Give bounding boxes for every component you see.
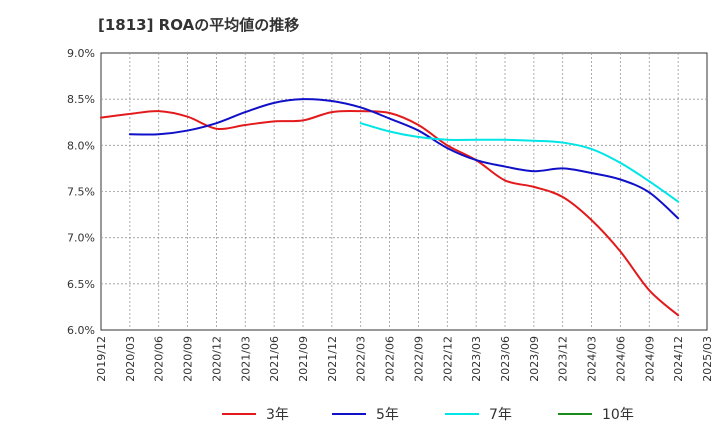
legend-swatch: [445, 413, 479, 415]
x-tick-label: 2021/09: [297, 336, 310, 382]
legend: 3年 5年 7年 10年: [0, 402, 720, 426]
x-tick-label: 2024/03: [586, 336, 599, 382]
x-tick-label: 2023/09: [528, 336, 541, 382]
legend-label: 3年: [266, 407, 289, 423]
series-line-3: [359, 122, 680, 203]
x-tick-label: 2024/12: [672, 336, 685, 382]
x-tick-label: 2021/12: [326, 336, 339, 382]
plot-area: [100, 52, 708, 331]
x-tick-label: 2023/06: [499, 336, 512, 382]
y-tick-label: 9.0%: [67, 47, 95, 60]
legend-swatch: [558, 413, 592, 415]
gridlines: [101, 53, 707, 330]
x-tick-label: 2024/06: [614, 336, 627, 382]
legend-label: 10年: [602, 407, 634, 423]
x-tick-label: 2025/03: [701, 336, 714, 382]
x-tick-label: 2020/03: [124, 336, 137, 382]
legend-label: 5年: [376, 407, 399, 423]
x-tick-label: 2022/06: [384, 336, 397, 382]
y-tick-label: 7.0%: [67, 232, 95, 245]
x-tick-label: 2022/12: [441, 336, 454, 382]
y-tick-label: 8.5%: [67, 93, 95, 106]
x-tick-label: 2020/09: [182, 336, 195, 382]
x-tick-label: 2023/03: [470, 336, 483, 382]
x-tick-label: 2020/06: [153, 336, 166, 382]
legend-item: 7年: [445, 402, 512, 426]
y-tick-label: 6.0%: [67, 324, 95, 337]
x-tick-label: 2019/12: [95, 336, 108, 382]
legend-swatch: [222, 413, 256, 415]
series-line-1: [100, 109, 680, 317]
y-tick-label: 6.5%: [67, 278, 95, 291]
y-tick-label: 8.0%: [67, 139, 95, 152]
legend-label: 7年: [489, 407, 512, 423]
legend-item: 10年: [558, 402, 634, 426]
x-tick-label: 2023/12: [557, 336, 570, 382]
x-tick-label: 2022/03: [355, 336, 368, 382]
series-line-2: [128, 98, 680, 220]
x-axis-tick-labels: 2019/12 2020/03 2020/06 2020/09 2020/12 2021/…: [95, 336, 714, 382]
x-tick-label: 2021/06: [268, 336, 281, 382]
x-tick-label: 2022/09: [412, 336, 425, 382]
y-axis-tick-labels: 6.0% 6.5% 7.0% 7.5% 8.0% 8.5% 9.0%: [67, 47, 95, 337]
series-lines: [100, 98, 680, 317]
x-tick-label: 2021/03: [239, 336, 252, 382]
x-tick-label: 2024/09: [643, 336, 656, 382]
x-tick-label: 2020/12: [210, 336, 223, 382]
legend-item: 5年: [332, 402, 399, 426]
legend-swatch: [332, 413, 366, 415]
chart-title: [1813] ROAの平均値の推移: [98, 16, 300, 34]
legend-item: 3年: [222, 402, 289, 426]
y-tick-label: 7.5%: [67, 186, 95, 199]
